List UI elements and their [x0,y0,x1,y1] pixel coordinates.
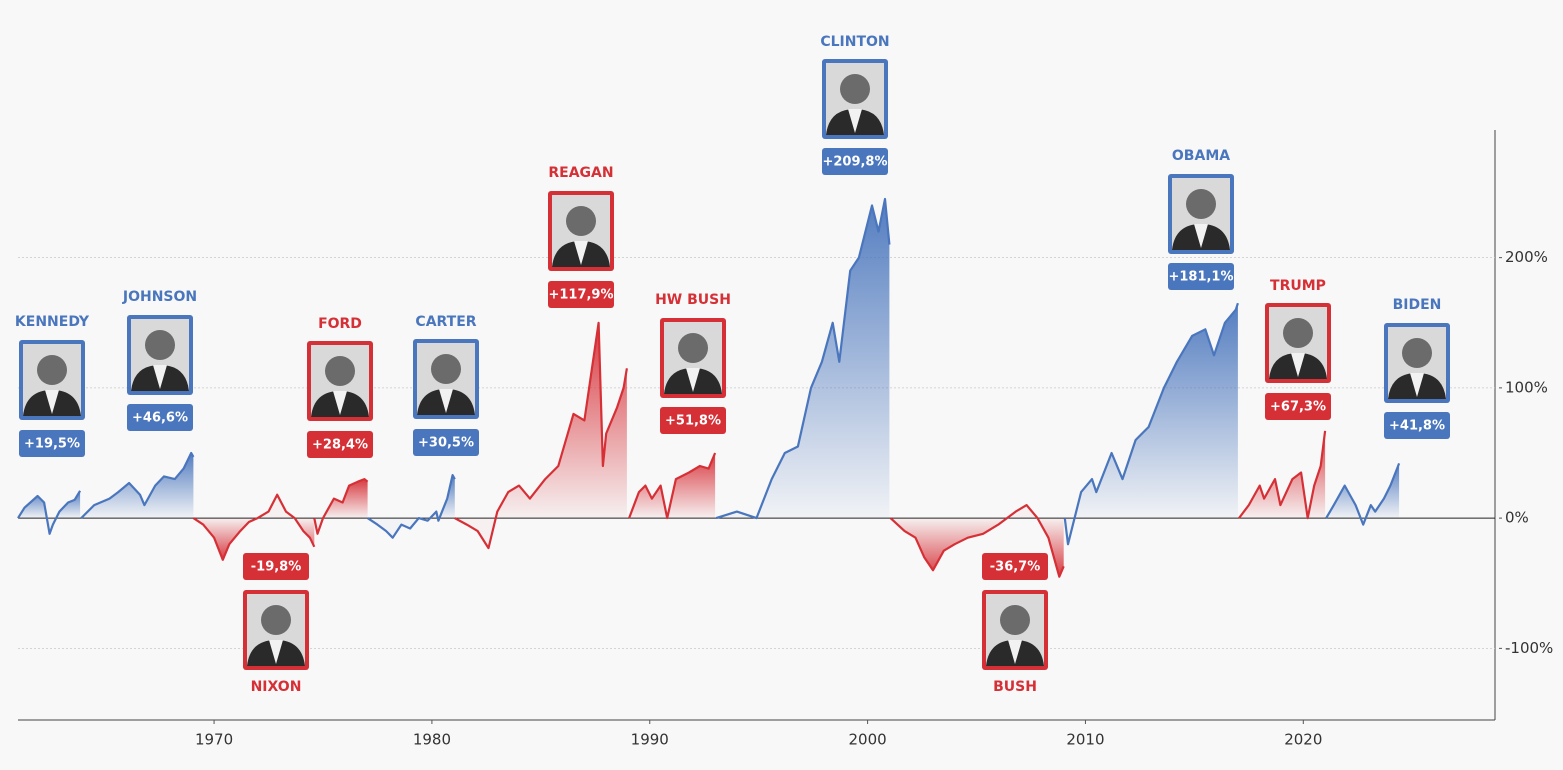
result-badge [660,407,726,434]
x-tick-label: 2010 [1066,731,1104,749]
photo-head [1402,338,1432,368]
photo-shirt [848,109,862,133]
photo-head [431,354,461,384]
area [629,453,716,519]
area [1064,303,1238,545]
x-tick-label: 2020 [1284,731,1322,749]
area [367,475,455,538]
line [366,474,456,539]
president-name: REAGAN [548,165,613,181]
photo-head [325,356,355,386]
y-tick-label: -100% [1505,639,1553,657]
result-badge [413,429,479,456]
photo-head [678,333,708,363]
area [454,322,627,549]
result-badge [982,553,1048,580]
result-badge [548,281,614,308]
photo-shirt [45,390,59,414]
line [1063,302,1239,546]
photo-shirt [269,640,283,664]
area [314,479,368,534]
line [17,490,82,535]
photo-shirt [153,365,167,389]
result-label: +30,5% [418,436,474,451]
result-badge [19,430,85,457]
president-name: HW BUSH [655,292,731,308]
result-label: -36,7% [990,560,1041,575]
line [454,321,628,550]
result-label: +117,9% [548,288,613,303]
president-name: BIDEN [1393,297,1442,313]
result-badge [243,553,309,580]
x-tick-label: 1990 [631,731,669,749]
result-badge [1265,393,1331,420]
area [1239,430,1326,519]
president-name: NIXON [251,679,302,695]
photo-shirt [1410,373,1424,397]
result-label: +209,8% [822,155,887,170]
photo-shirt [333,391,347,415]
president-name: CARTER [415,314,476,330]
y-tick-label: 100% [1505,378,1548,396]
line [313,478,369,535]
result-label: +51,8% [665,414,721,429]
photo-head [1283,318,1313,348]
result-badge [1168,263,1234,290]
result-badge [127,404,193,431]
x-tick-label: 1970 [195,731,233,749]
result-badge [822,148,888,175]
result-label: +181,1% [1168,270,1233,285]
photo-head [840,74,870,104]
line [628,452,717,520]
area [81,453,194,519]
x-tick-label: 1980 [413,731,451,749]
president-name: KENNEDY [15,314,90,330]
result-badge [307,431,373,458]
photo-shirt [1194,224,1208,248]
photo-head [261,605,291,635]
line [889,504,1065,578]
area [1326,463,1400,525]
result-label: +28,4% [312,438,368,453]
line [80,451,195,519]
president-name: FORD [318,316,362,332]
photo-head [1186,189,1216,219]
line [1325,462,1401,526]
y-tick-label: 200% [1505,248,1548,266]
president-name: TRUMP [1270,278,1326,294]
area [890,505,1064,577]
result-label: +46,6% [132,411,188,426]
line [1238,430,1327,520]
line [715,197,891,520]
area [716,199,890,519]
photo-shirt [686,368,700,392]
president-name: OBAMA [1172,148,1230,164]
area [193,494,315,560]
result-badge [1384,412,1450,439]
area [18,490,81,534]
photo-shirt [574,241,588,265]
photo-shirt [1008,640,1022,664]
president-name: BUSH [993,679,1037,695]
president-name: CLINTON [820,34,889,50]
x-tick-label: 2000 [849,731,887,749]
photo-shirt [439,389,453,413]
result-label: +19,5% [24,437,80,452]
photo-head [145,330,175,360]
y-tick-label: 0% [1505,509,1529,527]
photo-head [37,355,67,385]
photo-shirt [1291,353,1305,377]
photo-head [1000,605,1030,635]
president-name: JOHNSON [122,289,197,305]
photo-head [566,206,596,236]
result-label: -19,8% [251,560,302,575]
result-label: +41,8% [1389,419,1445,434]
result-label: +67,3% [1270,400,1326,415]
line [192,493,316,561]
